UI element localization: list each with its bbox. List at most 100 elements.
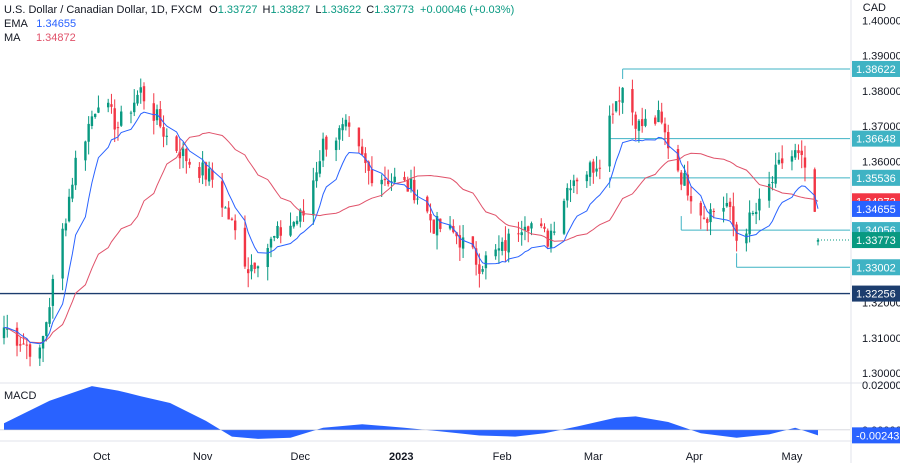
- candle-body: [409, 178, 413, 190]
- candle-body: [478, 264, 481, 274]
- candle-body: [325, 136, 328, 150]
- candle-body: [315, 172, 318, 182]
- candle-body: [686, 174, 689, 196]
- candle-body: [387, 180, 390, 185]
- candle-body: [6, 328, 9, 330]
- candle-body: [142, 86, 146, 102]
- ma-line: [3, 131, 819, 344]
- price-tick-label: 1.36000: [862, 156, 900, 168]
- candle-body: [51, 279, 55, 306]
- candle-body: [530, 223, 533, 229]
- time-tick-label: Feb: [493, 451, 512, 463]
- price-tick-label: 1.37000: [862, 121, 900, 133]
- candle-body: [722, 207, 725, 212]
- open-label: O: [209, 4, 218, 16]
- price-level-tag: [852, 259, 900, 276]
- ema-value: 1.34655: [36, 18, 77, 30]
- candle-body: [413, 179, 416, 201]
- candle-body: [728, 201, 732, 207]
- candle-body: [338, 128, 341, 140]
- candle-body: [2, 327, 6, 339]
- candle-body: [523, 226, 527, 231]
- candle-body: [429, 213, 432, 221]
- candle-body: [276, 225, 279, 238]
- candle-body: [497, 248, 501, 251]
- candle-body: [667, 132, 670, 149]
- candle-body: [406, 180, 409, 192]
- candle-body: [592, 161, 595, 173]
- candle-body: [543, 226, 546, 229]
- candle-body: [120, 111, 123, 126]
- time-tick-label: Apr: [686, 451, 703, 463]
- candle-body: [644, 118, 647, 126]
- candle-body: [803, 157, 807, 168]
- candle-body: [198, 167, 201, 178]
- candle-body: [598, 167, 602, 169]
- ma-label: MA: [4, 32, 20, 44]
- candle-body: [299, 209, 302, 222]
- candle-body: [383, 178, 387, 181]
- candle-body: [201, 162, 204, 176]
- candle-body: [152, 103, 155, 121]
- candle-body: [15, 327, 19, 346]
- candle-body: [621, 87, 624, 103]
- candle-body: [595, 168, 598, 172]
- high-label: H: [262, 4, 271, 16]
- candle-body: [341, 124, 344, 131]
- candle-body: [175, 136, 178, 151]
- candle-body: [139, 87, 142, 93]
- candle-body: [663, 123, 667, 133]
- candle-body: [74, 157, 77, 186]
- candle-body: [84, 141, 87, 161]
- time-tick-label: Nov: [193, 451, 213, 463]
- candle-body: [517, 233, 520, 235]
- candle-body: [689, 196, 693, 202]
- candle-body: [588, 162, 592, 177]
- open-value: 1.33727: [217, 4, 258, 16]
- candle-body: [657, 110, 660, 123]
- last-value-tag: [852, 200, 900, 217]
- candle-body: [347, 122, 351, 127]
- candle-body: [745, 233, 748, 244]
- candle-body: [520, 232, 523, 236]
- candle-body: [709, 209, 712, 223]
- candle-body: [549, 230, 553, 248]
- candle-body: [572, 180, 575, 186]
- candle-body: [344, 119, 348, 127]
- candle-body: [204, 162, 208, 180]
- candle-body: [637, 120, 641, 131]
- candle-body: [448, 224, 452, 229]
- candle-body: [247, 269, 250, 274]
- candle-body: [116, 127, 120, 129]
- candle-body: [48, 307, 51, 324]
- candle-body: [458, 235, 462, 248]
- macd-last-tag: [852, 427, 900, 444]
- candle-body: [481, 269, 484, 272]
- time-tick-label: 2023: [389, 451, 413, 463]
- candle-body: [702, 217, 706, 219]
- candle-body: [706, 218, 709, 223]
- candle-body: [360, 146, 364, 155]
- candle-body: [471, 236, 475, 248]
- candle-body: [712, 211, 716, 213]
- candle-body: [800, 150, 803, 156]
- price-level-tag-label: 1.38622: [856, 64, 896, 76]
- candle-body: [575, 179, 579, 182]
- candle-body: [780, 158, 784, 164]
- candle-body: [318, 161, 322, 174]
- currency-label: CAD: [862, 2, 886, 14]
- candle-body: [321, 138, 325, 161]
- candle-body: [380, 179, 383, 185]
- candle-body: [67, 196, 71, 222]
- candle-body: [504, 240, 507, 251]
- price-tick-label: 1.30000: [862, 368, 900, 380]
- ema-legend: EMA 1.34655: [4, 18, 76, 30]
- candle-body: [699, 202, 702, 216]
- candle-body: [188, 161, 191, 165]
- candle-body: [165, 135, 168, 137]
- candle-body: [748, 212, 751, 235]
- candle-body: [129, 112, 133, 114]
- candle-body: [243, 227, 247, 267]
- ema-label: EMA: [4, 18, 28, 30]
- close-label: C: [366, 4, 375, 16]
